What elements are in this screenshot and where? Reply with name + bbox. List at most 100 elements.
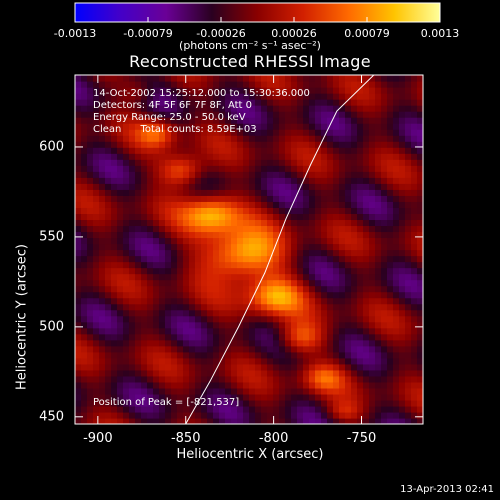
heatmap-cell [249,333,256,341]
heatmap-cell [285,303,292,311]
heatmap-cell [303,165,310,172]
heatmap-cell [195,81,202,88]
heatmap-cell [99,399,106,407]
heatmap-cell [177,405,184,413]
heatmap-cell [369,213,376,221]
heatmap-cell [213,129,220,136]
heatmap-cell [213,399,220,407]
heatmap-cell [189,219,196,227]
heatmap-cell [291,357,298,365]
heatmap-cell [123,267,130,275]
heatmap-cell [225,129,232,136]
heatmap-cell [165,159,172,166]
heatmap-cell [183,213,190,221]
heatmap-cell [231,105,238,112]
heatmap-cell [351,105,358,112]
heatmap-cell [105,285,112,293]
heatmap-cell [153,381,160,389]
heatmap-cell [93,75,100,82]
heatmap-cell [303,141,310,148]
heatmap-cell [285,291,292,299]
heatmap-cell [105,297,112,305]
heatmap-cell [315,153,322,160]
heatmap-cell [183,111,190,118]
heatmap-cell [369,351,376,359]
heatmap-cell [177,279,184,287]
heatmap-cell [225,387,232,395]
heatmap-cell [285,399,292,407]
heatmap-cell [351,135,358,142]
heatmap-cell [243,135,250,142]
heatmap-cell [297,291,304,299]
heatmap-cell [351,99,358,106]
heatmap-cell [327,105,334,112]
heatmap-cell [189,81,196,88]
heatmap-cell [165,327,172,335]
heatmap-cell [393,417,400,424]
heatmap-cell [393,387,400,395]
heatmap-cell [405,87,412,94]
heatmap-cell [315,315,322,323]
heatmap-cell [291,81,298,88]
heatmap-cell [297,81,304,88]
heatmap-cell [417,399,423,407]
heatmap-cell [93,351,100,359]
heatmap-cell [141,333,148,341]
heatmap-cell [411,393,418,401]
heatmap-cell [99,267,106,275]
heatmap-cell [75,165,82,172]
heatmap-cell [147,387,154,395]
heatmap-cell [135,177,142,184]
heatmap-cell [363,219,370,227]
heatmap-cell [99,219,106,227]
heatmap-cell [375,243,382,251]
heatmap-cell [201,207,208,214]
heatmap-cell [99,111,106,118]
heatmap-cell [165,381,172,389]
heatmap-cell [183,153,190,160]
heatmap-cell [357,81,364,88]
heatmap-cell [141,123,148,130]
heatmap-cell [75,237,82,245]
heatmap-cell [129,81,136,88]
heatmap-cell [279,405,286,413]
heatmap-cell [237,249,244,257]
heatmap-cell [363,171,370,178]
heatmap-cell [345,357,352,365]
heatmap-cell [87,249,94,257]
heatmap-cell [183,381,190,389]
heatmap-cell [87,345,94,353]
heatmap-cell [345,129,352,136]
heatmap-cell [81,303,88,311]
heatmap-cell [219,183,226,190]
heatmap-cell [285,153,292,160]
heatmap-cell [201,315,208,323]
heatmap-cell [75,123,82,130]
heatmap-cell [393,117,400,124]
heatmap-cell [219,411,226,419]
heatmap-cell [333,105,340,112]
heatmap-cell [225,255,232,263]
heatmap-cell [405,195,412,202]
heatmap-cell [213,261,220,269]
heatmap-cell [129,399,136,407]
heatmap-cell [105,309,112,317]
heatmap-cell [393,411,400,419]
heatmap-cell [75,411,82,419]
heatmap-cell [111,375,118,383]
heatmap-cell [369,201,376,208]
heatmap-cell [363,261,370,269]
heatmap-cell [399,399,406,407]
heatmap-cell [219,267,226,275]
heatmap-cell [321,417,328,424]
heatmap-cell [267,387,274,395]
heatmap-cell [81,345,88,353]
heatmap-cell [381,129,388,136]
heatmap-cell [93,381,100,389]
heatmap-cell [237,327,244,335]
heatmap-cell [105,357,112,365]
heatmap-cell [201,363,208,371]
heatmap-cell [93,297,100,305]
heatmap-cell [387,273,394,281]
heatmap-cell [123,327,130,335]
